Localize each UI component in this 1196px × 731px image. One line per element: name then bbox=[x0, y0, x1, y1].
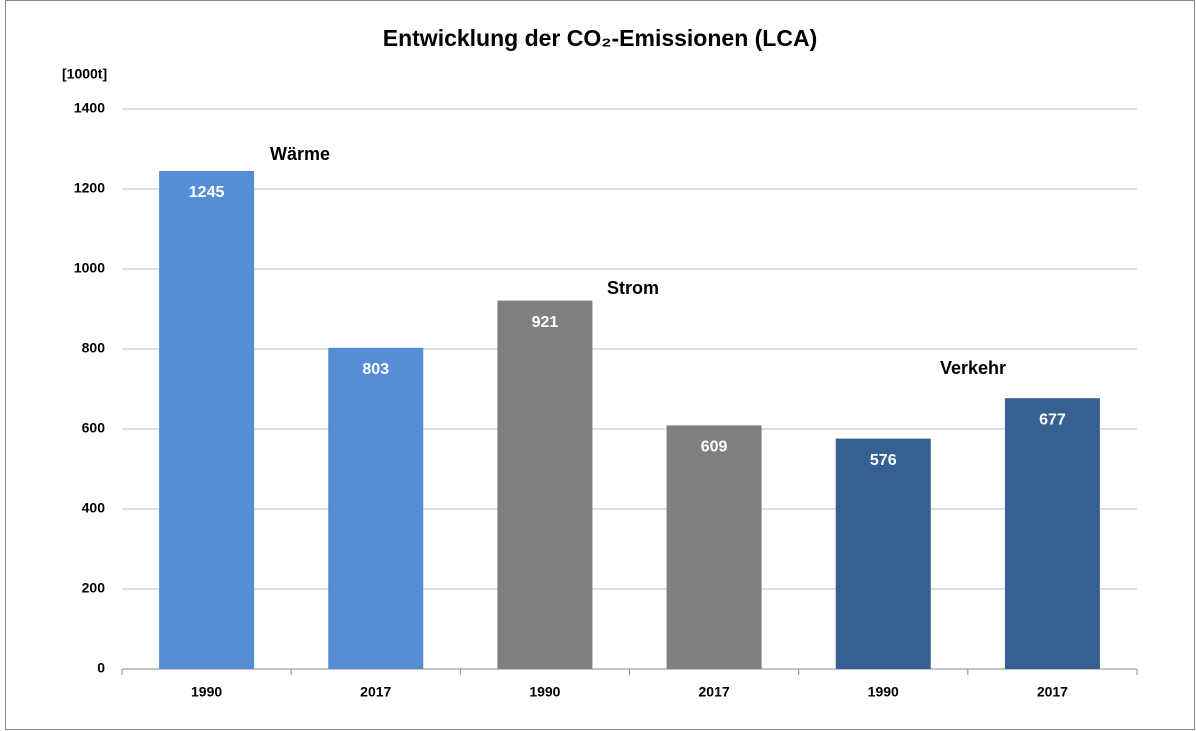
y-tick-label: 1400 bbox=[74, 100, 105, 116]
group-annotation: Wärme bbox=[270, 144, 330, 164]
frame bbox=[5, 0, 1195, 730]
x-tick-label: 1990 bbox=[868, 684, 899, 700]
bar bbox=[666, 425, 762, 669]
x-tick-label: 2017 bbox=[699, 684, 730, 700]
value-label: 921 bbox=[532, 314, 559, 331]
y-tick-label: 800 bbox=[82, 340, 106, 356]
value-label: 576 bbox=[870, 452, 897, 469]
x-tick-label: 2017 bbox=[1037, 684, 1068, 700]
value-label: 1245 bbox=[189, 184, 225, 201]
value-label: 609 bbox=[701, 439, 728, 456]
value-label: 803 bbox=[362, 361, 389, 378]
bar bbox=[497, 300, 593, 669]
y-tick-label: 1200 bbox=[74, 180, 105, 196]
y-tick-label: 0 bbox=[97, 660, 105, 676]
y-axis-label: [1000t] bbox=[62, 66, 107, 82]
bar bbox=[328, 347, 424, 669]
value-label: 677 bbox=[1039, 411, 1066, 428]
bar bbox=[159, 171, 255, 669]
x-tick-label: 1990 bbox=[529, 684, 560, 700]
group-annotation: Strom bbox=[607, 278, 659, 298]
bar bbox=[1004, 398, 1100, 669]
x-tick-label: 1990 bbox=[191, 684, 222, 700]
group-annotation: Verkehr bbox=[940, 358, 1006, 378]
y-tick-label: 400 bbox=[82, 500, 106, 516]
y-tick-label: 200 bbox=[82, 580, 106, 596]
bar bbox=[835, 438, 931, 669]
y-tick-label: 1000 bbox=[74, 260, 105, 276]
chart-title: Entwicklung der CO₂-Emissionen (LCA) bbox=[383, 25, 817, 51]
y-tick-label: 600 bbox=[82, 420, 106, 436]
x-tick-label: 2017 bbox=[360, 684, 391, 700]
